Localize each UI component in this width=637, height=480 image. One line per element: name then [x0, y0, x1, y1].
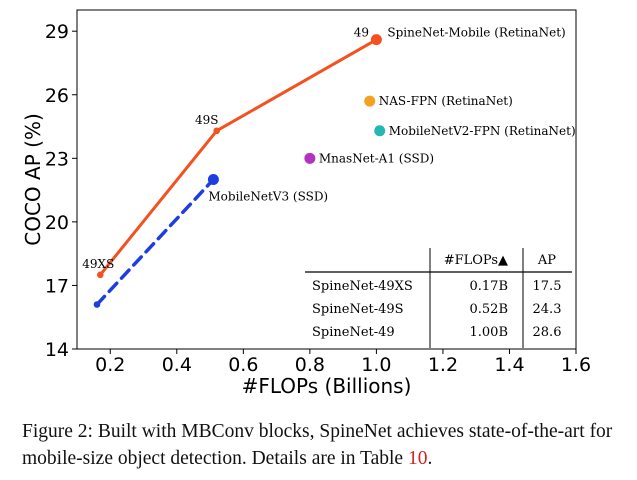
table-cell-flops: 0.52B: [470, 302, 509, 317]
x-tick-label: 0.4: [162, 354, 192, 376]
point-label-49xs: 49XS: [82, 257, 114, 271]
table-cell-ap: 24.3: [533, 302, 562, 317]
series-point: [93, 301, 101, 308]
table-cell-flops: 1.00B: [470, 325, 509, 340]
chart: 0.2 0.4 0.6 0.8 1.0 1.2 1.4 1.6 14 17 20 23 26 29 #FLO…: [21, 9, 591, 398]
caption-end: .: [427, 448, 433, 469]
mobilenetv3-series-line: [95, 177, 216, 307]
table-background: [305, 248, 572, 348]
table-header-ap: AP: [537, 253, 556, 268]
point-name: MnasNet-A1 (SSD): [319, 151, 434, 165]
y-tick-label: 17: [45, 275, 69, 297]
point-marker: [304, 152, 316, 164]
table-cell-ap: 28.6: [533, 325, 562, 340]
series-point: [213, 127, 221, 135]
point-marker: [364, 95, 376, 107]
table-header-flops: #FLOPs▲: [444, 253, 508, 268]
point-label-49: 49: [354, 26, 369, 40]
caption-table-ref[interactable]: 10: [407, 448, 428, 469]
x-tick-label: 0.8: [295, 354, 325, 376]
point-label-49s: 49S: [195, 113, 219, 127]
series-point: [370, 34, 382, 46]
point-name: MobileNetV2-FPN (RetinaNet): [389, 124, 576, 138]
y-tick-label: 20: [45, 212, 69, 234]
caption-text: Figure 2: Built with MBConv blocks, Spin…: [22, 421, 613, 469]
x-tick-label: 1.2: [428, 354, 458, 376]
x-tick-label: 1.6: [561, 354, 591, 376]
mobilenetv3-series-name: MobileNetV3 (SSD): [208, 190, 328, 204]
table-cell-model: SpineNet-49S: [312, 302, 404, 317]
table-cell-model: SpineNet-49XS: [312, 279, 413, 294]
figure: 0.2 0.4 0.6 0.8 1.0 1.2 1.4 1.6 14 17 20 23 26 29 #FLO…: [21, 9, 591, 398]
y-axis-label: COCO AP (%): [21, 113, 45, 245]
figure-caption: Figure 2: Built with MBConv blocks, Spin…: [22, 418, 622, 472]
plot-frame: [76, 9, 577, 350]
point-marker: [374, 125, 386, 137]
y-tick-label: 23: [45, 148, 69, 170]
y-tick-label: 29: [45, 21, 69, 43]
y-tick-label: 14: [45, 339, 69, 361]
point-name: NAS-FPN (RetinaNet): [379, 94, 513, 108]
series-point: [96, 271, 104, 279]
spinenet-series-name: SpineNet-Mobile (RetinaNet): [387, 26, 565, 40]
table-cell-ap: 17.5: [533, 279, 562, 294]
table-cell-model: SpineNet-49: [312, 325, 395, 340]
y-tick-label: 26: [45, 85, 69, 107]
x-tick-label: 1.4: [494, 354, 524, 376]
series-point: [207, 174, 219, 185]
x-axis-label: #FLOPs (Billions): [242, 374, 412, 398]
table-cell-flops: 0.17B: [470, 279, 509, 294]
x-tick-label: 0.2: [95, 354, 125, 376]
x-tick-label: 0.6: [228, 354, 258, 376]
x-tick-label: 1.0: [361, 354, 391, 376]
